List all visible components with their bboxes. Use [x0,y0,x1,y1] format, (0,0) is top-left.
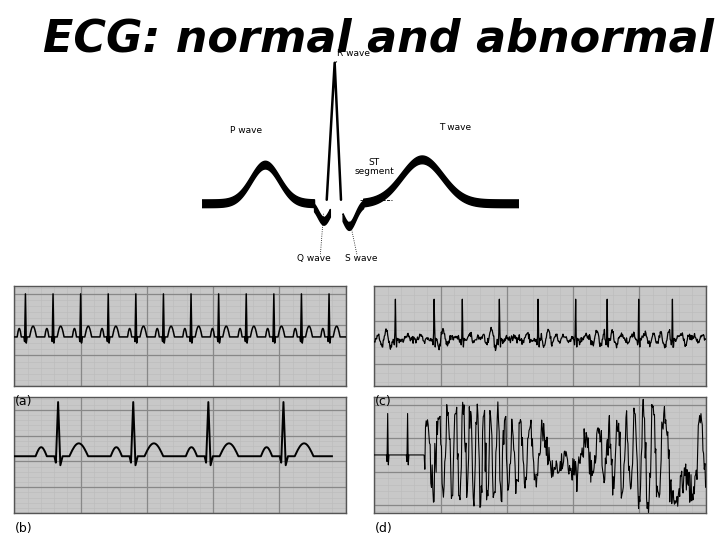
Text: S wave: S wave [346,254,378,263]
Text: (b): (b) [14,522,32,535]
Text: P wave: P wave [230,126,262,135]
Text: (a): (a) [14,395,32,408]
Text: Q wave: Q wave [297,254,331,263]
Text: R wave: R wave [335,49,370,63]
Text: ST
segment: ST segment [354,158,394,176]
Text: (c): (c) [374,395,391,408]
Text: (d): (d) [374,522,392,535]
Text: ECG: normal and abnormal: ECG: normal and abnormal [43,17,714,60]
Text: T wave: T wave [439,123,471,132]
